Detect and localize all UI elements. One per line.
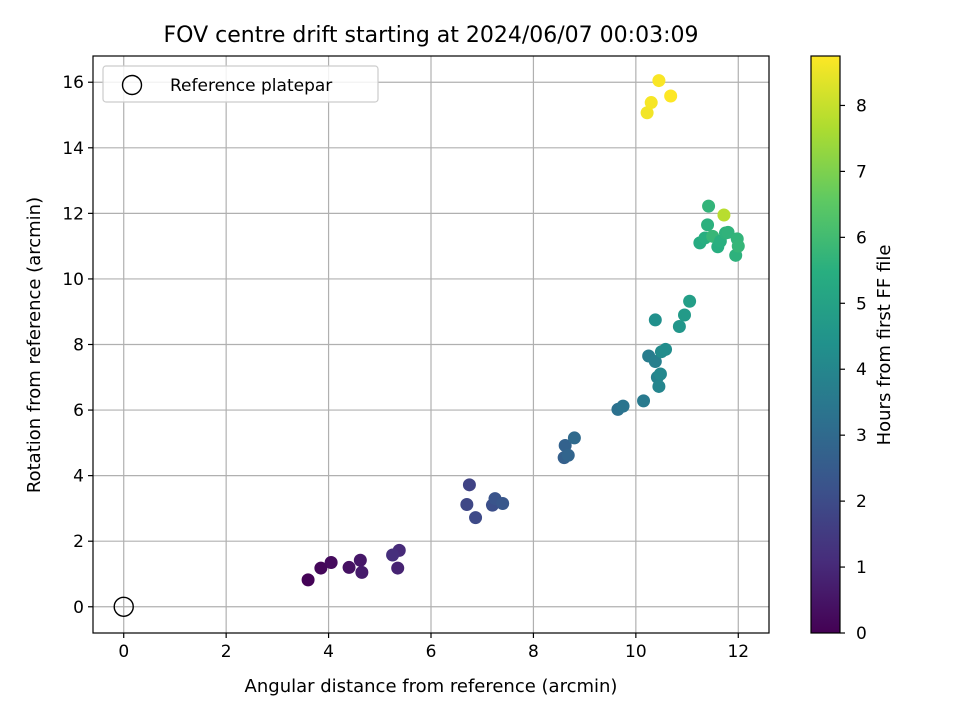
y-tick-label: 6 (73, 401, 84, 421)
data-points (113, 74, 745, 617)
chart-title: FOV centre drift starting at 2024/06/07 … (164, 23, 699, 48)
data-point (637, 394, 651, 408)
data-point (640, 106, 654, 120)
plot-frame (92, 55, 770, 634)
data-point (731, 239, 745, 253)
y-tick-label: 12 (62, 204, 84, 224)
legend-entry-reference: Reference platepar (170, 76, 332, 96)
data-point (659, 342, 673, 356)
y-tick-label: 2 (73, 532, 84, 552)
data-point (648, 355, 662, 369)
legend-marker-reference (121, 74, 143, 96)
legend-box (102, 65, 379, 103)
data-point (353, 553, 367, 567)
data-point (701, 218, 715, 232)
colorbar-tick-label: 7 (856, 162, 867, 182)
data-point (652, 74, 666, 88)
colorbar-label: Hours from first FF file (874, 245, 895, 446)
x-tick-label: 10 (625, 642, 647, 662)
data-point (616, 399, 630, 413)
data-point (391, 561, 405, 575)
y-tick-label: 10 (62, 270, 84, 290)
data-point (324, 556, 338, 570)
colorbar-tick-label: 1 (856, 558, 867, 578)
data-point (567, 431, 581, 445)
data-point (717, 208, 731, 222)
colorbar-tick-label: 5 (856, 294, 867, 314)
y-tick-label: 14 (62, 139, 84, 159)
data-point (460, 497, 474, 511)
x-tick-label: 0 (118, 642, 129, 662)
x-tick-label: 12 (727, 642, 749, 662)
data-point (496, 497, 510, 511)
colorbar-tick-label: 3 (856, 426, 867, 446)
colorbar-tick-label: 4 (856, 360, 867, 380)
colorbar-ticks: 0 1 2 3 4 5 6 7 8 (840, 96, 867, 644)
colorbar: 0 1 2 3 4 5 6 7 8 Hours from first FF file (810, 55, 895, 644)
y-tick-label: 4 (73, 467, 84, 487)
x-tick-label: 4 (323, 642, 334, 662)
data-point (561, 448, 575, 462)
data-point (683, 294, 697, 308)
data-point (355, 565, 369, 579)
data-point (653, 367, 667, 381)
data-point (558, 438, 572, 452)
data-point (648, 313, 662, 327)
data-point (702, 199, 716, 213)
grid-lines (93, 56, 769, 633)
data-point (664, 89, 678, 103)
x-tick-label: 6 (426, 642, 437, 662)
data-point (644, 96, 658, 110)
data-point (678, 308, 691, 322)
data-point (462, 478, 476, 492)
data-point (301, 573, 315, 587)
colorbar-tick-label: 8 (856, 96, 867, 116)
x-tick-label: 8 (528, 642, 539, 662)
colorbar-tick-label: 2 (856, 492, 867, 512)
x-tick-label: 2 (221, 642, 232, 662)
data-point (469, 511, 483, 525)
y-tick-label: 0 (73, 598, 84, 618)
colorbar-tick-label: 6 (856, 228, 867, 248)
data-point (672, 319, 686, 333)
colorbar-gradient (810, 55, 841, 634)
data-point (721, 225, 735, 239)
data-point (342, 560, 356, 574)
y-tick-label: 8 (73, 336, 84, 356)
data-point (314, 561, 328, 575)
legend: Reference platepar (102, 65, 379, 103)
y-axis-ticks: 0 2 4 6 8 10 12 14 16 (62, 73, 93, 618)
reference-point (113, 596, 134, 617)
x-axis-label: Angular distance from reference (arcmin) (245, 676, 618, 697)
y-tick-label: 16 (62, 73, 84, 93)
data-point (652, 379, 666, 393)
data-point (386, 548, 400, 562)
x-axis-ticks: 0 2 4 6 8 10 12 (118, 633, 749, 662)
colorbar-tick-label: 0 (856, 624, 867, 644)
y-axis-label: Rotation from reference (arcmin) (24, 197, 45, 493)
